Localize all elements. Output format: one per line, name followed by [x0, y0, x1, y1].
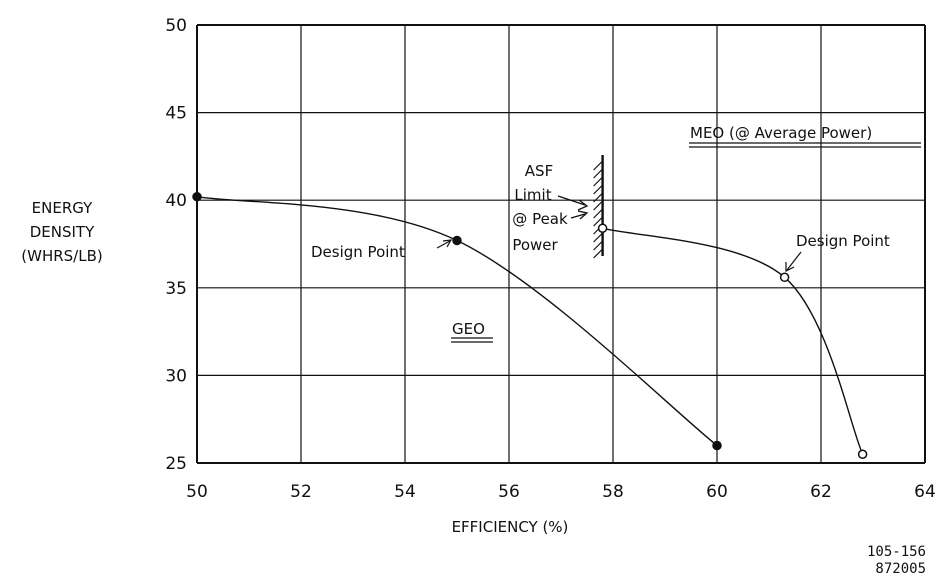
asf-hatch-mark [593, 200, 604, 211]
x-tick-label-56: 56 [498, 482, 520, 502]
x-tick-label-54: 54 [394, 482, 416, 502]
asf-hatch-mark [593, 208, 604, 219]
asf-limit-hatch [593, 155, 604, 259]
x-tick-label-52: 52 [290, 482, 312, 502]
asf-arrow-lower-head [577, 210, 589, 220]
asf-hatch-mark [593, 232, 604, 243]
asf-arrow-upper-head [577, 199, 589, 211]
asf-hatch-mark [593, 248, 604, 259]
y-tick-label-25: 25 [165, 454, 187, 474]
design-point-geo-arrowhead [442, 239, 453, 248]
y-tick-label-40: 40 [165, 191, 187, 211]
plot-grid [196, 24, 926, 464]
asf-arrow-lower [570, 213, 586, 219]
design-point-geo-arrow [436, 240, 451, 249]
data-markers [192, 191, 868, 459]
point-geo-1 [452, 235, 462, 246]
figure-code-line-2: 872005 [875, 561, 926, 577]
y-tick-label-45: 45 [165, 104, 187, 124]
asf-hatch-mark [593, 168, 604, 179]
asf-hatch-mark [593, 176, 604, 187]
meo-series-label: MEO (@ Average Power) [690, 124, 872, 142]
asf-hatch-mark [593, 240, 604, 251]
point-geo-2 [712, 440, 722, 451]
point-meo-average-power-2 [857, 449, 868, 459]
geo-series-label: GEO [452, 320, 485, 338]
x-tick-label-64: 64 [914, 482, 936, 502]
y-axis-label-line-1: ENERGY [32, 199, 93, 217]
point-meo-average-power-1 [779, 272, 790, 283]
x-tick-label-60: 60 [706, 482, 728, 502]
series-line-meo-average-power [602, 227, 864, 455]
y-tick-label-35: 35 [165, 279, 187, 299]
design-point-meo-label: Design Point [796, 232, 890, 250]
asf-hatch-mark [593, 184, 604, 195]
y-tick-labels: 50 45 40 35 30 25 [165, 16, 187, 474]
x-tick-label-62: 62 [810, 482, 832, 502]
design-point-geo-label: Design Point [311, 243, 405, 261]
point-geo-0 [192, 191, 202, 202]
asf-hatch-mark [593, 192, 604, 203]
x-tick-label-58: 58 [602, 482, 624, 502]
asf-hatch-mark [593, 216, 604, 227]
x-tick-labels: 50 52 54 56 58 60 62 64 [186, 482, 936, 502]
y-axis-label-line-3: (WHRS/LB) [21, 247, 102, 265]
asf-label-line-2: Limit [514, 186, 551, 204]
asf-label-line-4: Power [512, 236, 558, 254]
x-tick-label-50: 50 [186, 482, 208, 502]
design-point-meo-arrow [786, 251, 802, 271]
y-axis-label-line-2: DENSITY [30, 223, 95, 241]
y-tick-label-30: 30 [165, 366, 187, 386]
asf-arrow-upper [557, 195, 586, 206]
figure-code-line-1: 105-156 [867, 544, 926, 560]
asf-label-line-3: @ Peak [512, 210, 568, 228]
point-meo-average-power-0 [597, 223, 608, 233]
asf-hatch-mark [593, 160, 604, 171]
design-point-meo-arrowhead [785, 262, 795, 272]
asf-label-line-1: ASF [525, 162, 553, 180]
y-tick-label-50: 50 [165, 16, 187, 36]
x-axis-label: EFFICIENCY (%) [452, 518, 569, 536]
